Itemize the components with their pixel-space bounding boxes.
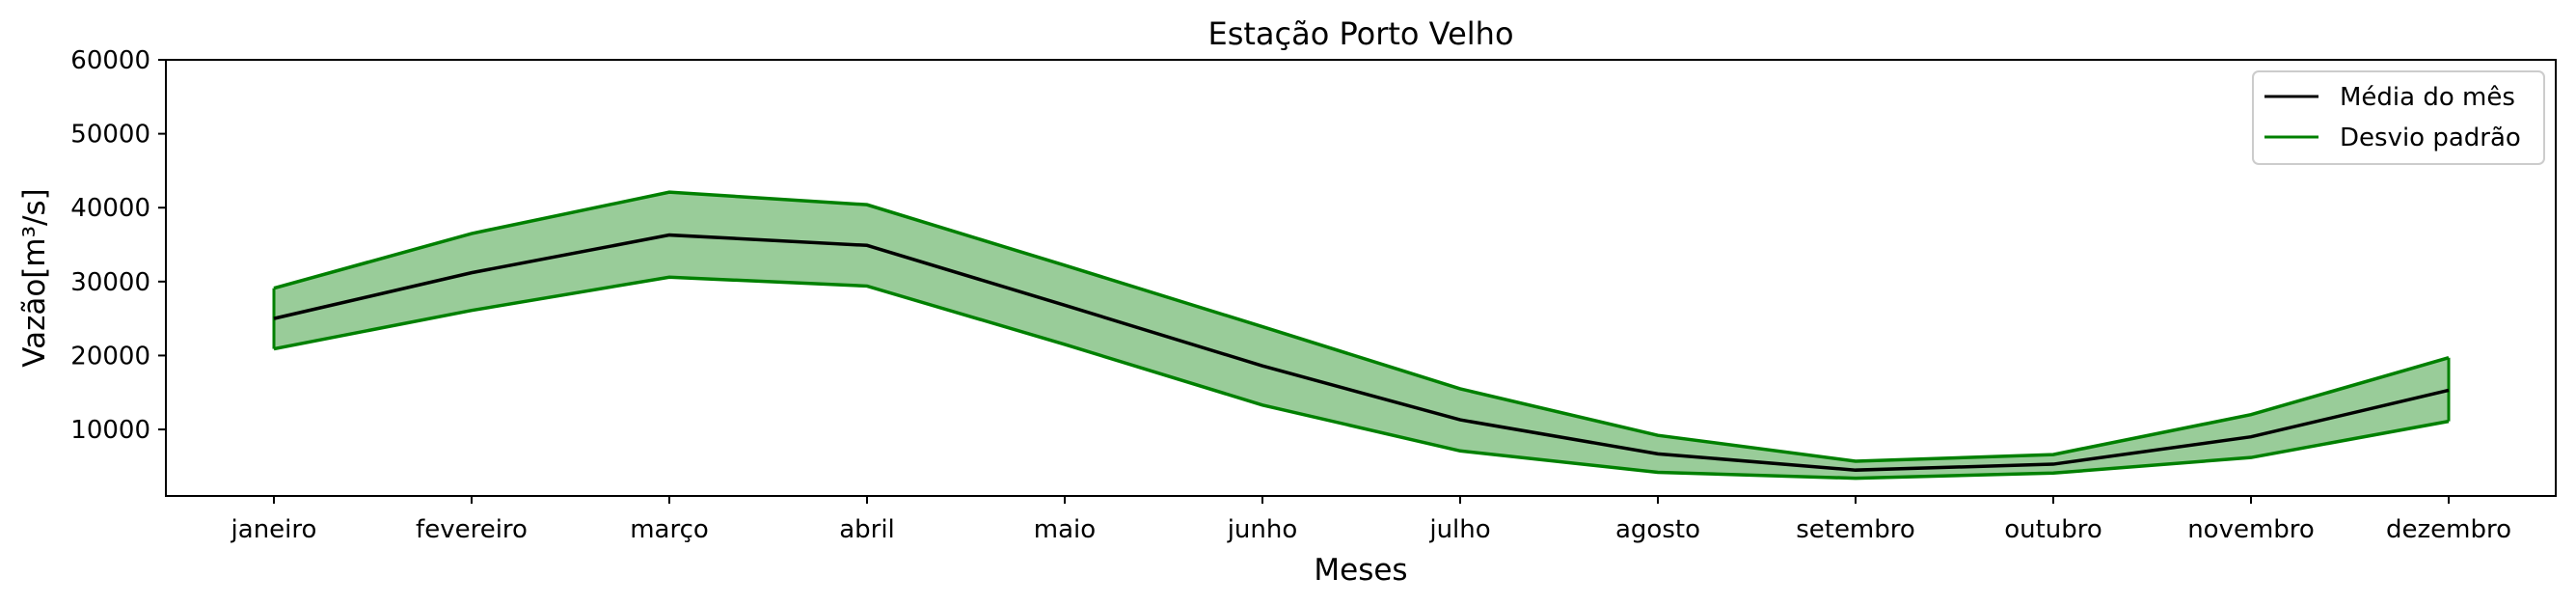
x-tick-label: abril [839,515,895,544]
x-tick-label: maio [1034,515,1096,544]
x-tick-label: janeiro [230,515,317,544]
std-band-fill [274,192,2449,479]
y-tick-label: 30000 [70,268,150,297]
legend-label-mean: Média do mês [2340,83,2515,112]
legend-box [2252,70,2545,165]
chart-title: Estação Porto Velho [1207,15,1513,52]
plot-frame [165,59,2557,497]
y-axis: 10000 20000 30000 40000 50000 60000 [70,46,166,445]
y-tick-label: 50000 [70,121,150,150]
x-tick-label: novembro [2187,515,2315,544]
x-tick-label: março [630,515,709,544]
y-tick-label: 20000 [70,342,150,371]
y-tick-label: 60000 [70,46,150,75]
x-tick-label: junho [1227,515,1298,544]
x-axis: janeiro fevereiro março abril maio junho julho… [230,496,2511,544]
x-axis-title: Meses [1314,553,1407,588]
x-tick-label: outubro [2004,515,2102,544]
y-tick-label: 40000 [70,194,150,223]
legend-label-std: Desvio padrão [2340,124,2521,152]
x-tick-label: fevereiro [416,515,528,544]
x-tick-label: setembro [1796,515,1915,544]
x-tick-label: julho [1428,515,1490,544]
y-tick-label: 10000 [70,416,150,445]
series-line-layer [273,190,2450,481]
std-band-layer [272,192,2451,479]
x-tick-label: agosto [1615,515,1700,544]
x-tick-label: dezembro [2386,515,2511,544]
y-axis-title: Vazão[m³/s] [17,188,52,367]
std-lower-line [273,275,2450,481]
mean-line [273,233,2450,472]
std-upper-line [273,190,2450,463]
legend: Média do mês Desvio padrão [2252,70,2545,165]
